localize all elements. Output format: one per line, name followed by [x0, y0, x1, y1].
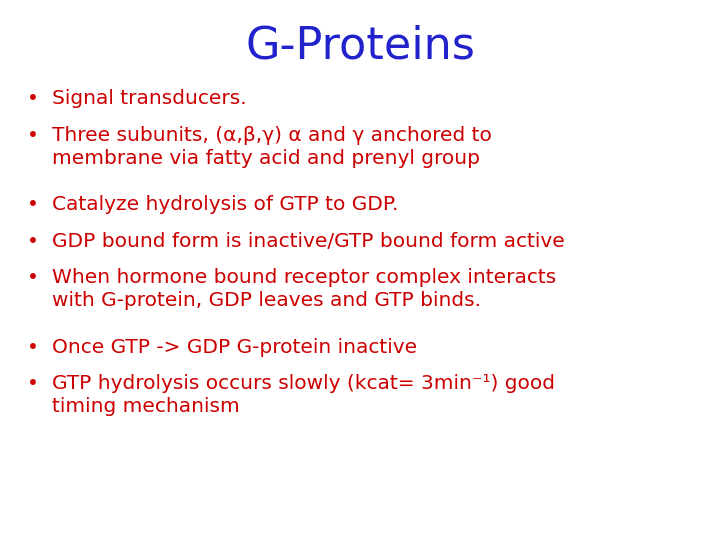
Text: When hormone bound receptor complex interacts
with G-protein, GDP leaves and GTP: When hormone bound receptor complex inte…: [52, 268, 556, 310]
Text: •: •: [27, 268, 39, 287]
Text: Catalyze hydrolysis of GTP to GDP.: Catalyze hydrolysis of GTP to GDP.: [52, 195, 398, 214]
Text: Three subunits, (α,β,γ) α and γ anchored to
membrane via fatty acid and prenyl g: Three subunits, (α,β,γ) α and γ anchored…: [52, 126, 492, 167]
Text: •: •: [27, 89, 39, 108]
Text: Signal transducers.: Signal transducers.: [52, 89, 246, 108]
Text: Once GTP -> GDP G-protein inactive: Once GTP -> GDP G-protein inactive: [52, 338, 417, 356]
Text: GDP bound form is inactive/GTP bound form active: GDP bound form is inactive/GTP bound for…: [52, 232, 564, 251]
Text: G-Proteins: G-Proteins: [245, 24, 475, 68]
Text: •: •: [27, 232, 39, 251]
Text: •: •: [27, 126, 39, 145]
Text: •: •: [27, 338, 39, 356]
Text: •: •: [27, 195, 39, 214]
Text: GTP hydrolysis occurs slowly (kcat= 3min⁻¹) good
timing mechanism: GTP hydrolysis occurs slowly (kcat= 3min…: [52, 374, 555, 416]
Text: •: •: [27, 374, 39, 393]
